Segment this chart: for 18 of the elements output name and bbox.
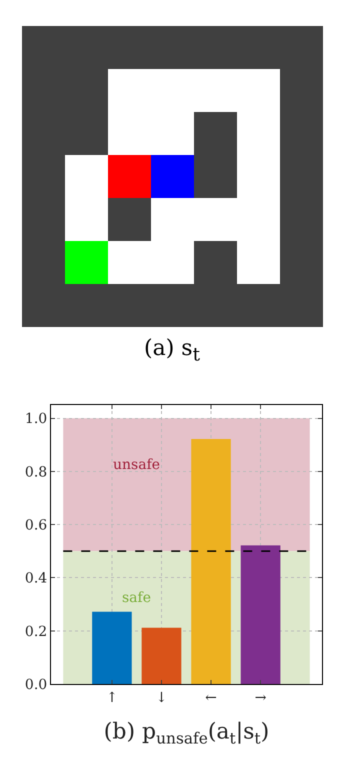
band-label: safe <box>122 590 151 606</box>
text: (a) s$_{t}$ <box>143 336 201 366</box>
y-tick-label: 0.4 <box>24 570 48 587</box>
bar <box>92 612 132 684</box>
bar <box>142 628 182 684</box>
y-tick-label: 0.2 <box>24 624 48 640</box>
bar <box>240 545 280 684</box>
y-tick-label: 0.0 <box>24 676 48 693</box>
x-tick-label: ← <box>205 690 217 706</box>
y-tick-label: 0.8 <box>24 464 48 480</box>
x-axis-title: (b) p$_{unsafe}$(a$_{t}$|s$_{t}$) <box>104 720 270 748</box>
band-label: unsafe <box>113 457 160 473</box>
y-tick-label: 0.6 <box>24 517 48 534</box>
y-tick-label: 1.0 <box>24 411 48 428</box>
x-tick-label: ↑ <box>106 690 118 706</box>
x-tick-label: ↓ <box>156 690 168 706</box>
bar <box>191 439 231 684</box>
x-tick-label: → <box>254 690 267 706</box>
